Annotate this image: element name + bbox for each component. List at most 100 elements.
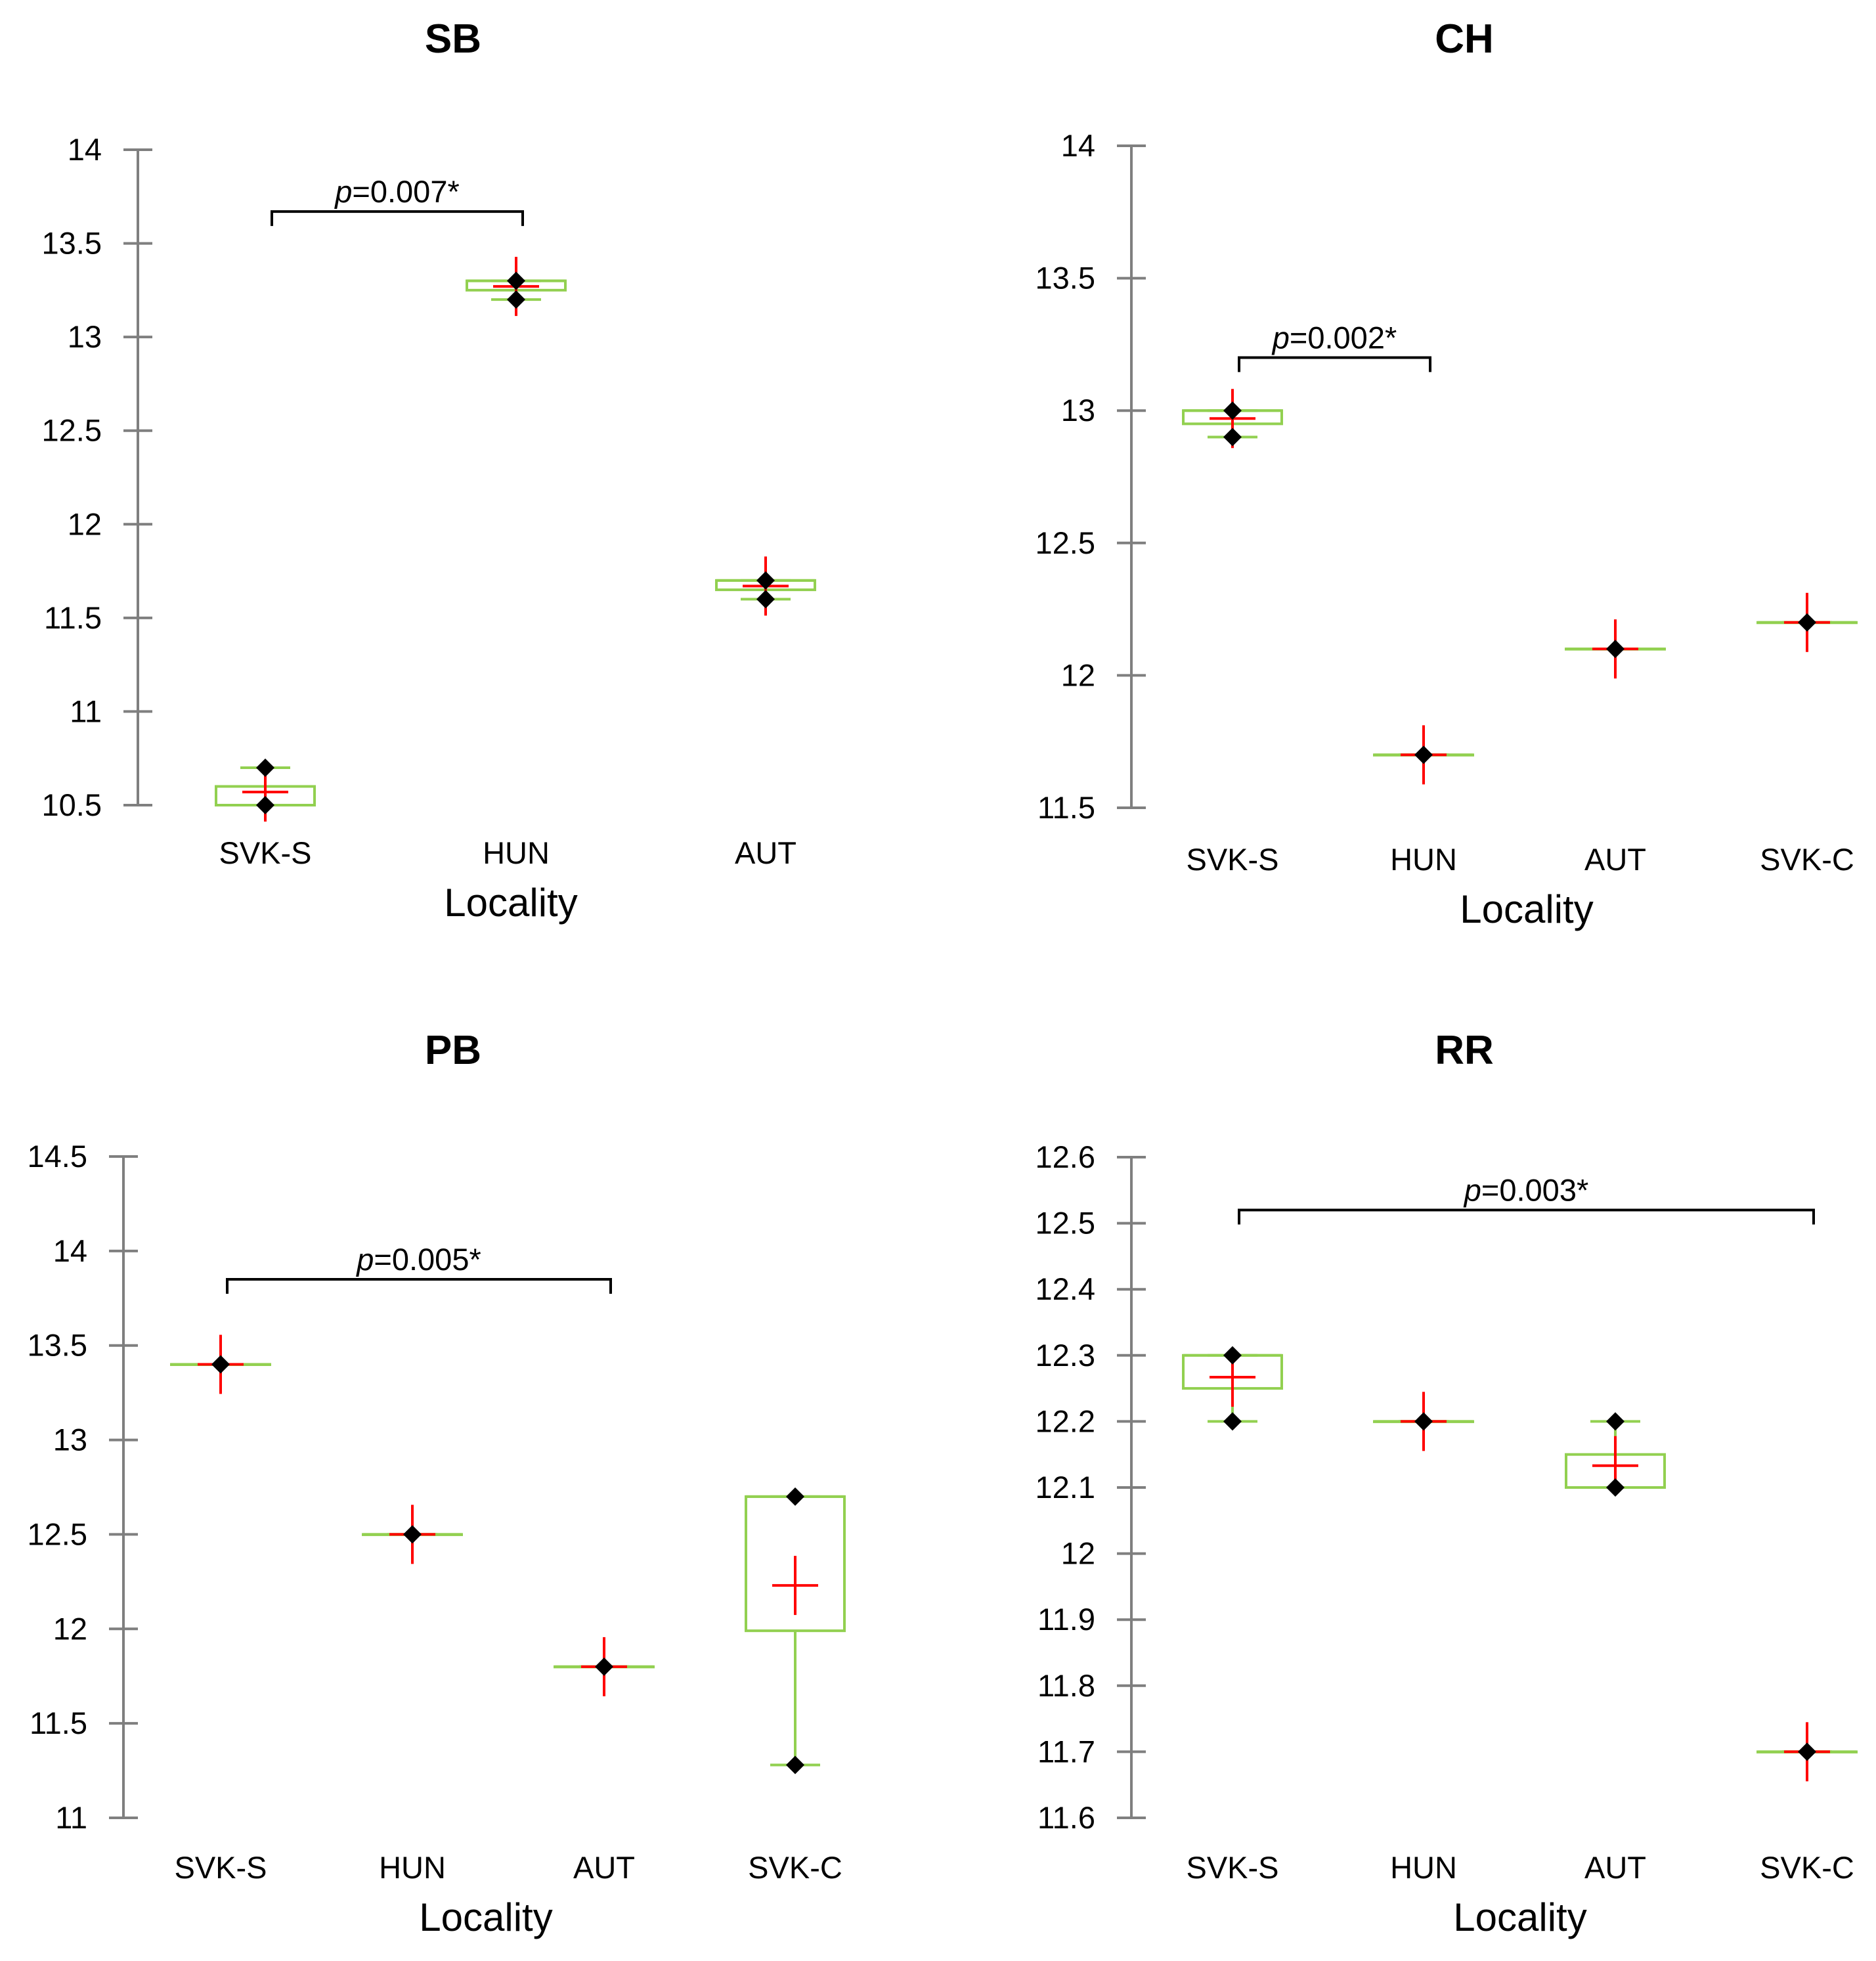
y-tick-label: 12.5 — [1036, 1206, 1095, 1241]
box-svk-s — [215, 758, 316, 822]
x-tick-label: HUN — [1390, 842, 1457, 877]
x-tick-label: SVK-S — [1186, 842, 1278, 877]
y-tick-label: 13.5 — [28, 1328, 87, 1363]
y-tick-label: 11.5 — [44, 600, 102, 635]
p-value-label: p=0.007* — [334, 174, 460, 209]
x-tick-label: AUT — [573, 1850, 635, 1885]
y-tick-label: 14 — [68, 132, 102, 167]
data-point — [1606, 1412, 1625, 1431]
panel-pb: PB 11 11.5 12 12.5 13 13.5 14 14.5 SVK-S HUN AUT SVK… — [28, 1028, 846, 1939]
x-tick-label: AUT — [1584, 842, 1646, 877]
box-aut — [554, 1637, 655, 1696]
data-point — [1414, 745, 1433, 764]
x-tick-label: SVK-C — [1760, 842, 1854, 877]
y-tick-label: 14 — [1061, 128, 1095, 163]
box-svk-s — [1182, 389, 1283, 449]
p-value-label: p=0.002* — [1271, 320, 1397, 355]
y-tick-label: 12.3 — [1036, 1338, 1095, 1373]
data-point — [786, 1487, 804, 1506]
box-hun — [1373, 725, 1474, 785]
x-tick-label: HUN — [1390, 1850, 1457, 1885]
x-tick-label: SVK-S — [1186, 1850, 1278, 1885]
box-svk-c — [1756, 1722, 1858, 1782]
y-tick-label: 13 — [1061, 393, 1095, 428]
y-tick-label: 11.7 — [1037, 1734, 1095, 1769]
chart-title: CH — [1435, 16, 1494, 62]
panel-ch: CH 11.5 12 12.5 13 13.5 14 SVK-S HUN AUT SVK-C Loca… — [1036, 16, 1858, 931]
y-tick-label: 12.5 — [28, 1516, 87, 1551]
box-aut — [1565, 619, 1666, 679]
y-tick-label: 11.9 — [1037, 1602, 1095, 1637]
y-tick-label: 11 — [55, 1800, 87, 1835]
box-aut — [1565, 1412, 1666, 1497]
x-axis-label: Locality — [419, 1895, 552, 1939]
y-tick-label: 12 — [53, 1611, 87, 1646]
box-hun — [362, 1505, 463, 1564]
data-point — [211, 1355, 230, 1374]
data-point — [1223, 401, 1242, 420]
y-tick-label: 11.5 — [30, 1706, 87, 1740]
y-tick-label: 12 — [1061, 657, 1095, 692]
y-tick-label: 11.6 — [1037, 1800, 1095, 1835]
data-point — [1798, 1742, 1816, 1761]
x-tick-label: SVK-C — [748, 1850, 842, 1885]
y-tick-label: 12 — [1061, 1536, 1095, 1571]
x-axis-label: Locality — [444, 881, 577, 925]
y-tick-label: 11.8 — [1037, 1668, 1095, 1703]
x-tick-label: AUT — [735, 835, 796, 870]
y-tick-label: 13 — [53, 1422, 87, 1457]
box-svk-c — [1756, 592, 1858, 652]
y-tick-label: 14.5 — [28, 1139, 87, 1174]
data-point — [1223, 428, 1242, 447]
box-svk-c — [745, 1487, 846, 1774]
data-point — [1606, 640, 1625, 659]
data-point — [256, 758, 274, 777]
p-value-label: p=0.005* — [355, 1242, 481, 1277]
significance-bracket — [226, 1278, 612, 1294]
data-point — [595, 1657, 613, 1676]
box-aut — [715, 556, 816, 616]
chart-title: PB — [425, 1028, 481, 1073]
y-tick-label: 13.5 — [42, 226, 102, 261]
x-tick-label: SVK-S — [174, 1850, 267, 1885]
data-point — [786, 1755, 804, 1774]
x-axis-label: Locality — [1460, 887, 1593, 931]
y-tick-label: 12.5 — [42, 413, 102, 448]
data-point — [507, 271, 525, 290]
y-tick-label: 12.2 — [1036, 1403, 1095, 1438]
significance-bracket — [271, 210, 524, 227]
y-tick-label: 11 — [70, 694, 102, 728]
y-tick-label: 13.5 — [1036, 261, 1095, 296]
y-tick-label: 10.5 — [42, 787, 102, 822]
x-tick-label: SVK-C — [1760, 1850, 1854, 1885]
y-tick-label: 12 — [68, 506, 102, 541]
panel-sb: SB 10.5 11 11.5 12 12.5 13 13.5 14 SVK-S HUN AUT Loc… — [42, 16, 816, 925]
data-point — [1798, 613, 1816, 632]
box-hun — [1373, 1392, 1474, 1451]
y-tick-label: 12.5 — [1036, 525, 1095, 560]
significance-bracket — [1238, 1208, 1815, 1225]
x-tick-label: SVK-S — [219, 835, 311, 870]
y-tick-label: 12.1 — [1036, 1470, 1095, 1505]
x-tick-label: HUN — [483, 835, 550, 870]
data-point — [507, 290, 525, 309]
data-point — [1606, 1478, 1625, 1497]
x-tick-label: HUN — [379, 1850, 446, 1885]
y-tick-label: 12.6 — [1036, 1139, 1095, 1174]
p-value-label: p=0.003* — [1463, 1172, 1589, 1207]
data-point — [756, 590, 775, 609]
data-point — [403, 1525, 422, 1544]
y-tick-label: 12.4 — [1036, 1271, 1095, 1306]
x-axis-label: Locality — [1453, 1895, 1586, 1939]
box-svk-s — [170, 1334, 271, 1394]
chart-title: RR — [1435, 1028, 1494, 1073]
data-point — [756, 571, 775, 590]
significance-bracket — [1238, 356, 1431, 372]
panel-rr: RR 11.6 11.7 11.8 11.9 12 12.1 12.2 12.3 12.4 12.5… — [1036, 1028, 1858, 1939]
data-point — [1414, 1412, 1433, 1431]
x-tick-label: AUT — [1584, 1850, 1646, 1885]
y-tick-label: 14 — [53, 1233, 87, 1268]
data-point — [256, 796, 274, 814]
data-point — [1223, 1412, 1242, 1431]
